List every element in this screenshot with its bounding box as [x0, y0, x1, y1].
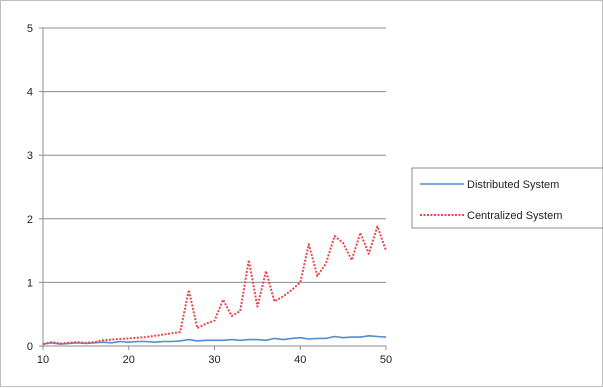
y-tick-label: 1: [27, 277, 33, 289]
series-lines: [42, 225, 387, 346]
y-tick-label: 0: [27, 341, 33, 353]
legend-label: Centralized System: [467, 210, 562, 222]
axes: 0 1 2 3 4 5 10 20 30 40 50: [27, 23, 392, 366]
legend: Distributed System Centralized System: [411, 167, 603, 229]
x-tick-label: 10: [37, 354, 49, 366]
legend-label: Distributed System: [467, 179, 559, 191]
y-tick-label: 2: [27, 214, 33, 226]
x-tick-label: 30: [208, 354, 220, 366]
y-tick-label: 4: [27, 87, 33, 99]
series-line-distributed-system: [42, 334, 387, 345]
x-tick-label: 40: [294, 354, 306, 366]
legend-box: [411, 167, 603, 229]
gridlines: [43, 27, 386, 283]
x-tick-label: 20: [123, 354, 135, 366]
series-line-centralized-system: [42, 225, 387, 346]
y-tick-label: 5: [27, 23, 33, 35]
x-tick-label: 50: [380, 354, 392, 366]
y-tick-label: 3: [27, 150, 33, 162]
